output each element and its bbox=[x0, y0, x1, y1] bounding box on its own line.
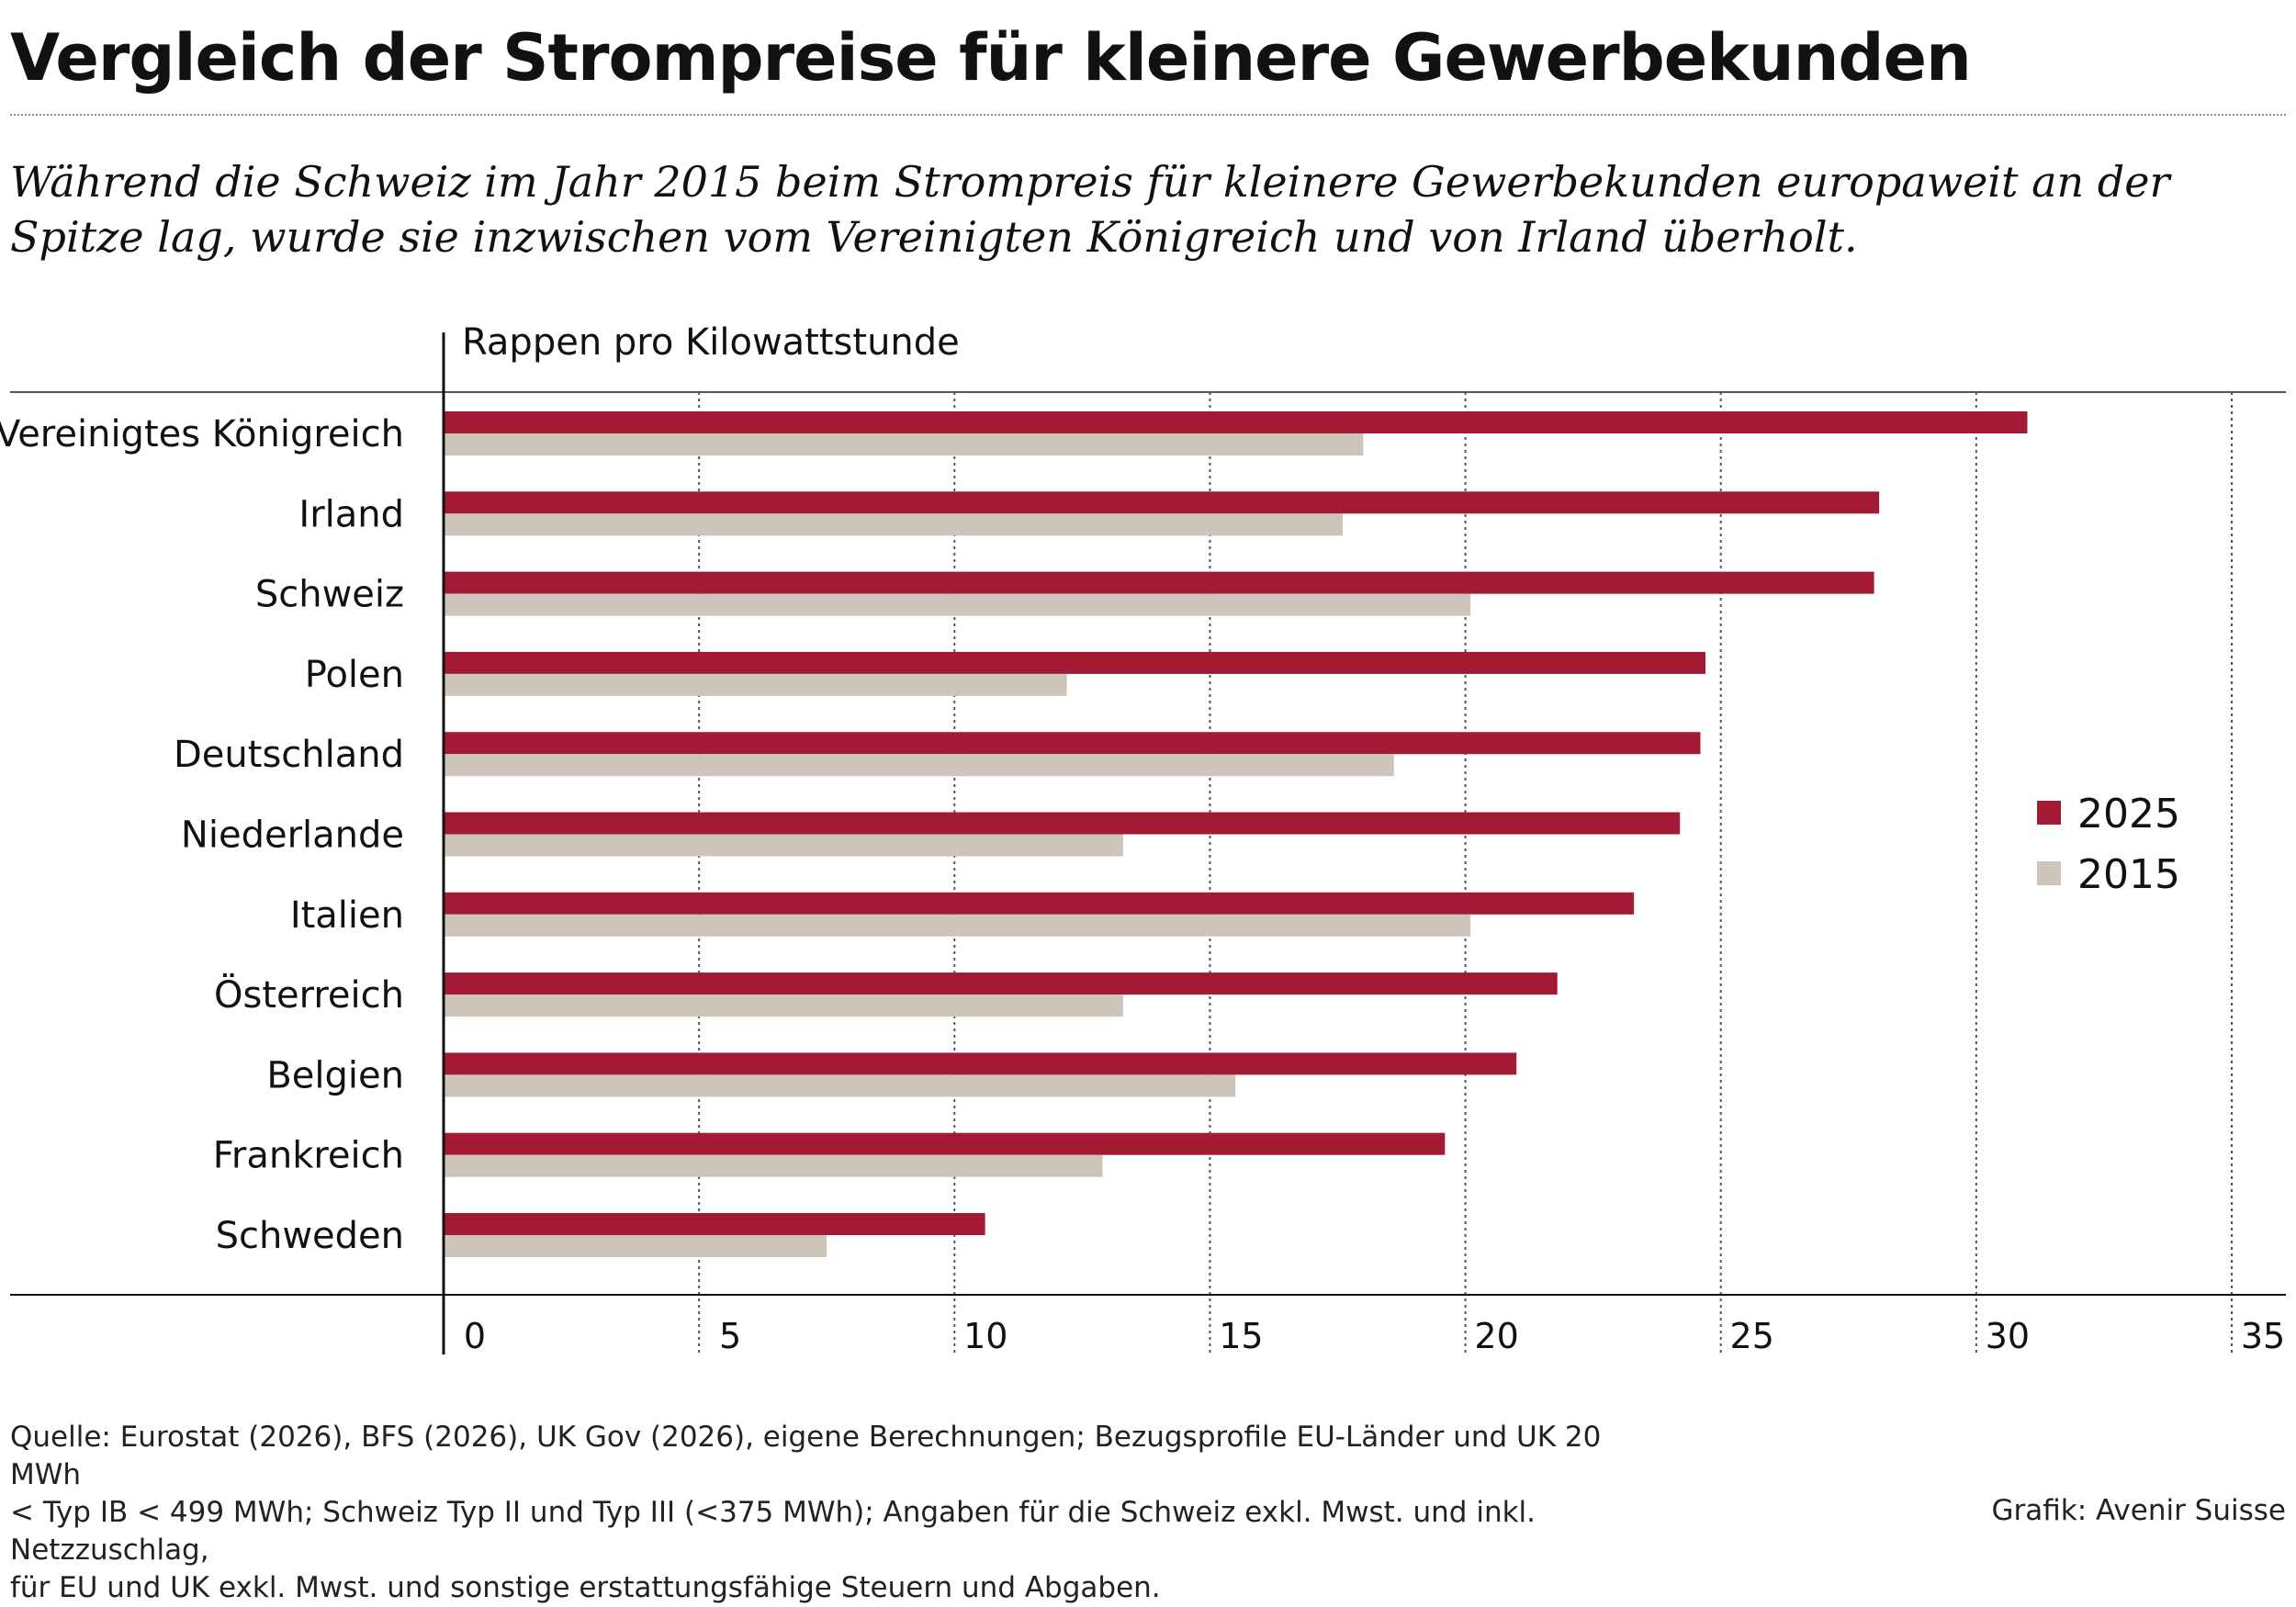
bar-2015 bbox=[444, 673, 1067, 696]
category-label: Schweden bbox=[216, 1215, 404, 1257]
category-label: Österreich bbox=[214, 972, 404, 1017]
bar-2025 bbox=[444, 571, 1874, 594]
bar-2025 bbox=[444, 651, 1706, 674]
bars bbox=[444, 411, 2028, 1257]
bar-2015 bbox=[444, 593, 1471, 616]
bar-2025 bbox=[444, 812, 1681, 835]
category-label: Vereinigtes Königreich bbox=[0, 413, 404, 455]
legend: 2025 2015 bbox=[2037, 791, 2180, 898]
category-label: Italien bbox=[290, 894, 404, 937]
bar-2025 bbox=[444, 411, 2028, 433]
bar-2015 bbox=[444, 513, 1344, 536]
bar-2025 bbox=[444, 491, 1880, 514]
bar-2015 bbox=[444, 1154, 1103, 1177]
title-divider bbox=[10, 114, 2286, 116]
bar-2025 bbox=[444, 1213, 985, 1235]
grid-lines bbox=[698, 392, 2233, 1354]
legend-swatch bbox=[2037, 801, 2061, 825]
tick-labels: 0 5 10 15 20 25 30 35 bbox=[464, 1316, 2285, 1356]
tick-label: 10 bbox=[963, 1316, 1007, 1356]
tick-label: 30 bbox=[1986, 1316, 2030, 1356]
tick-label: 25 bbox=[1730, 1316, 1774, 1356]
category-labels: Vereinigtes Königreich Irland Schweiz Polen… bbox=[0, 413, 404, 1257]
credit: Grafik: Avenir Suisse bbox=[1991, 1494, 2286, 1527]
unit-label: Rappen pro Kilowattstunde bbox=[462, 321, 960, 364]
bar-2015 bbox=[444, 754, 1394, 777]
tick-label: 20 bbox=[1474, 1316, 1518, 1356]
chart-title: Vergleich der Strompreise für kleinere G… bbox=[10, 20, 1972, 96]
source-line: für EU und UK exkl. Mwst. und sonstige e… bbox=[10, 1571, 1161, 1604]
source-note: Quelle: Eurostat (2026), BFS (2026), UK … bbox=[10, 1419, 1654, 1607]
bar-2015 bbox=[444, 834, 1123, 857]
legend-swatch bbox=[2037, 861, 2061, 885]
legend-label: 2025 bbox=[2077, 791, 2180, 837]
bar-2015 bbox=[444, 914, 1471, 937]
bar-2015 bbox=[444, 433, 1364, 455]
legend-label: 2015 bbox=[2077, 851, 2180, 898]
tick-label: 5 bbox=[719, 1316, 741, 1356]
tick-label: 35 bbox=[2241, 1316, 2285, 1356]
bar-2015 bbox=[444, 995, 1123, 1017]
source-line: < Typ IB < 499 MWh; Schweiz Typ II und T… bbox=[10, 1496, 1536, 1567]
category-label: Irland bbox=[298, 493, 404, 535]
source-line: Quelle: Eurostat (2026), BFS (2026), UK … bbox=[10, 1421, 1602, 1491]
category-label: Belgien bbox=[266, 1054, 404, 1096]
bar-2015 bbox=[444, 1074, 1236, 1097]
bar-2025 bbox=[444, 732, 1701, 755]
category-label: Schweiz bbox=[255, 574, 404, 616]
bar-2025 bbox=[444, 892, 1635, 915]
category-label: Deutschland bbox=[174, 734, 404, 776]
chart-subtitle: Während die Schweiz im Jahr 2015 beim St… bbox=[10, 157, 2170, 262]
category-label: Niederlande bbox=[181, 815, 404, 857]
tick-label: 15 bbox=[1219, 1316, 1263, 1356]
bar-2025 bbox=[444, 972, 1558, 995]
category-label: Frankreich bbox=[213, 1135, 404, 1177]
category-label: Polen bbox=[305, 654, 404, 696]
axes bbox=[10, 332, 2286, 1354]
bar-chart: Vereinigtes Königreich Irland Schweiz Polen… bbox=[0, 332, 2286, 1356]
bar-2025 bbox=[444, 1052, 1517, 1075]
bar-2015 bbox=[444, 1235, 827, 1257]
tick-label: 0 bbox=[464, 1316, 486, 1356]
bar-2025 bbox=[444, 1132, 1446, 1155]
